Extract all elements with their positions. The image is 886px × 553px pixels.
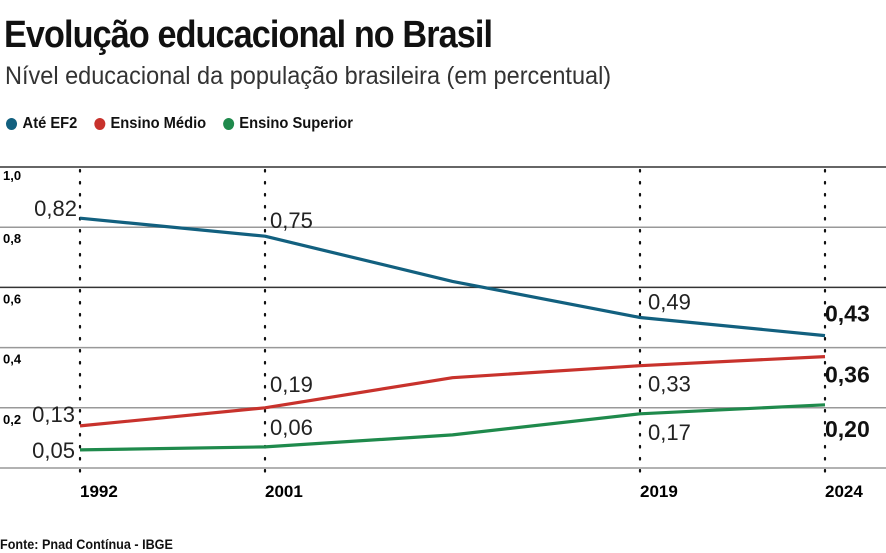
y-tick-label: 0,8 <box>3 231 21 246</box>
y-tick-label: 1,0 <box>3 168 21 183</box>
x-tick-label: 2019 <box>640 482 678 501</box>
legend-label: Ensino Médio <box>110 115 207 132</box>
y-tick-label: 0,4 <box>3 352 22 367</box>
x-tick-label: 2001 <box>265 482 303 501</box>
data-label: 0,82 <box>34 196 77 221</box>
series-line-1 <box>79 355 826 428</box>
data-label: 0,33 <box>648 372 691 397</box>
legend-swatch <box>93 118 105 130</box>
data-label: 0,05 <box>32 438 75 463</box>
legend-label: Ensino Superior <box>239 115 353 132</box>
data-label: 0,06 <box>270 415 313 440</box>
legend-label: Até EF2 <box>22 115 78 132</box>
legend-swatch <box>6 118 18 130</box>
data-label: 0,36 <box>825 362 870 388</box>
series-line-2 <box>79 403 826 452</box>
chart-subtitle: Nível educacional da população brasileir… <box>5 62 612 90</box>
data-label: 0,49 <box>648 290 691 315</box>
data-label: 0,19 <box>270 372 313 397</box>
legend: Até EF2 Ensino Médio Ensino Superior <box>6 115 353 133</box>
x-tick-label: 2024 <box>825 482 863 501</box>
series-line-0 <box>79 216 826 338</box>
legend-swatch <box>222 118 234 130</box>
data-label: 0,75 <box>270 208 313 233</box>
legend-item-ensino-medio: Ensino Médio <box>93 115 207 133</box>
data-label: 0,13 <box>32 402 75 427</box>
source-note: Fonte: Pnad Contínua - IBGE <box>0 536 173 552</box>
chart-title: Evolução educacional no Brasil <box>4 14 493 56</box>
y-tick-label: 0,6 <box>3 291 21 306</box>
data-label: 0,43 <box>825 301 870 327</box>
legend-item-ate-ef2: Até EF2 <box>6 115 77 133</box>
data-label: 0,20 <box>825 416 870 442</box>
y-tick-label: 0,2 <box>3 412 21 427</box>
x-tick-label: 1992 <box>80 482 118 501</box>
legend-item-ensino-superior: Ensino Superior <box>222 115 353 133</box>
data-label: 0,17 <box>648 420 691 445</box>
